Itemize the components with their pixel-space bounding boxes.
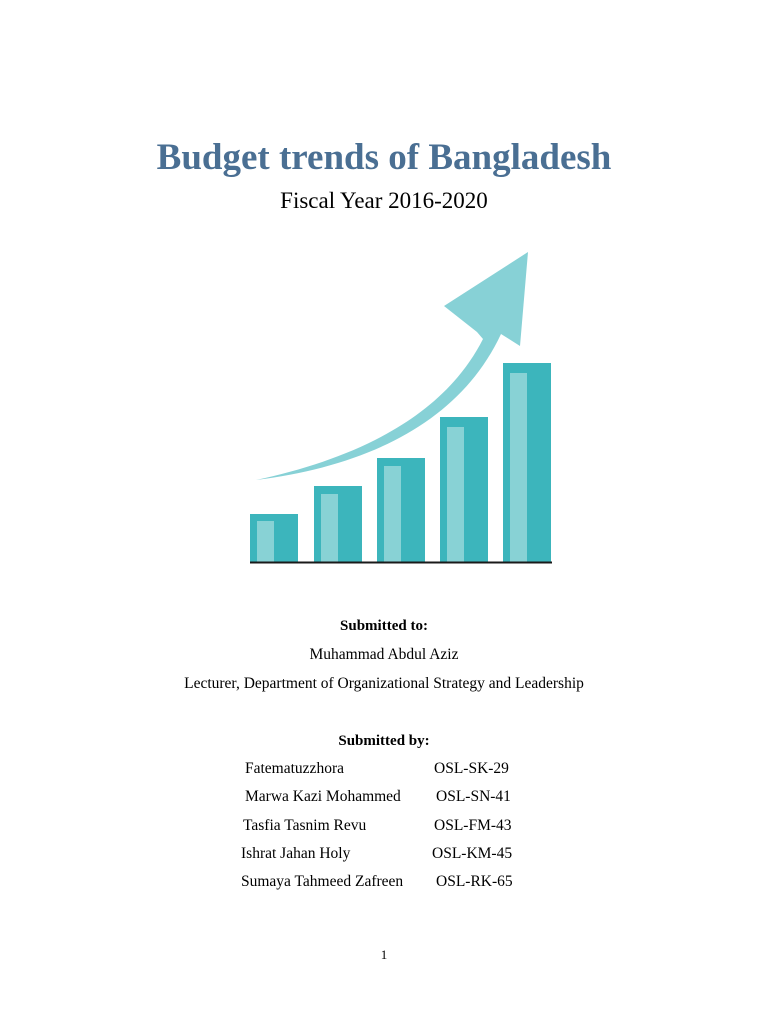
member-id: OSL-FM-43 [434,817,512,834]
page-number: 1 [380,947,388,962]
supervisor-name: Muhammad Abdul Aziz [309,646,459,663]
bar-5-highlight [510,373,527,562]
member-name: Fatematuzzhora [245,760,344,777]
bar-3-highlight [384,466,401,562]
member-id: OSL-SN-41 [436,788,511,805]
member-id: OSL-KM-45 [432,845,513,862]
member-id: OSL-SK-29 [434,760,509,777]
member-name: Marwa Kazi Mohammed [245,788,401,805]
supervisor-position: Lecturer, Department of Organizational S… [184,675,584,692]
bar-2-highlight [321,494,338,562]
member-name: Tasfia Tasnim Revu [243,817,367,834]
bars [250,363,551,562]
bar-4-highlight [447,427,464,562]
member-id: OSL-RK-65 [436,873,513,890]
submitted-to-heading: Submitted to: [340,618,428,634]
bar-1-highlight [257,521,274,562]
document-subtitle: Fiscal Year 2016-2020 [280,188,488,213]
growth-bar-chart-with-arrow-icon [250,252,552,564]
growth-arrow [256,252,528,480]
member-name: Ishrat Jahan Holy [241,845,351,862]
member-name: Sumaya Tahmeed Zafreen [241,873,404,890]
document-title: Budget trends of Bangladesh [156,137,612,178]
submitted-by-heading: Submitted by: [338,733,430,749]
